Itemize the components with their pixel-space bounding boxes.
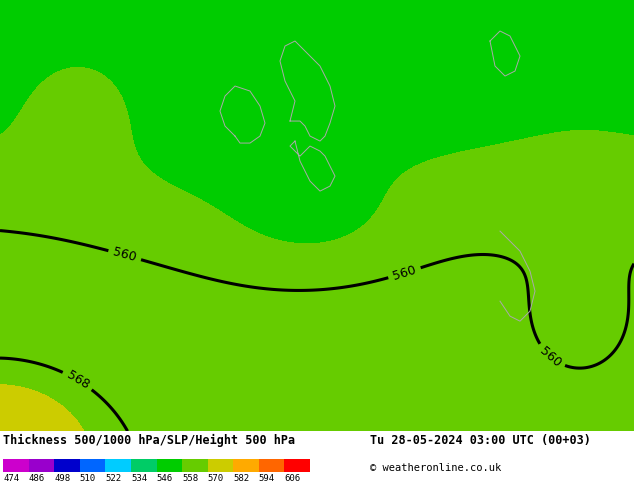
Text: 534: 534 <box>131 474 147 483</box>
Text: 510: 510 <box>80 474 96 483</box>
Bar <box>233 459 259 472</box>
Text: 558: 558 <box>182 474 198 483</box>
Bar <box>105 459 131 472</box>
Text: 582: 582 <box>233 474 249 483</box>
Text: © weatheronline.co.uk: © weatheronline.co.uk <box>370 463 501 473</box>
Text: 568: 568 <box>64 368 91 392</box>
Text: 546: 546 <box>157 474 172 483</box>
Text: 522: 522 <box>105 474 122 483</box>
Bar <box>259 459 285 472</box>
Bar <box>80 459 105 472</box>
Bar <box>54 459 80 472</box>
Text: 570: 570 <box>208 474 224 483</box>
Text: Thickness 500/1000 hPa/SLP/Height 500 hPa: Thickness 500/1000 hPa/SLP/Height 500 hP… <box>3 434 295 447</box>
Text: 560: 560 <box>391 263 418 283</box>
Text: Tu 28-05-2024 03:00 UTC (00+03): Tu 28-05-2024 03:00 UTC (00+03) <box>370 434 591 447</box>
Text: 498: 498 <box>54 474 70 483</box>
Text: 474: 474 <box>3 474 19 483</box>
Bar <box>182 459 208 472</box>
Text: 594: 594 <box>259 474 275 483</box>
Bar <box>208 459 233 472</box>
Bar <box>29 459 54 472</box>
Text: 486: 486 <box>29 474 45 483</box>
Text: 606: 606 <box>285 474 301 483</box>
Text: 560: 560 <box>538 344 564 369</box>
Bar <box>3 459 29 472</box>
Text: 560: 560 <box>112 245 138 265</box>
Bar <box>285 459 310 472</box>
Bar <box>131 459 157 472</box>
Bar <box>157 459 182 472</box>
